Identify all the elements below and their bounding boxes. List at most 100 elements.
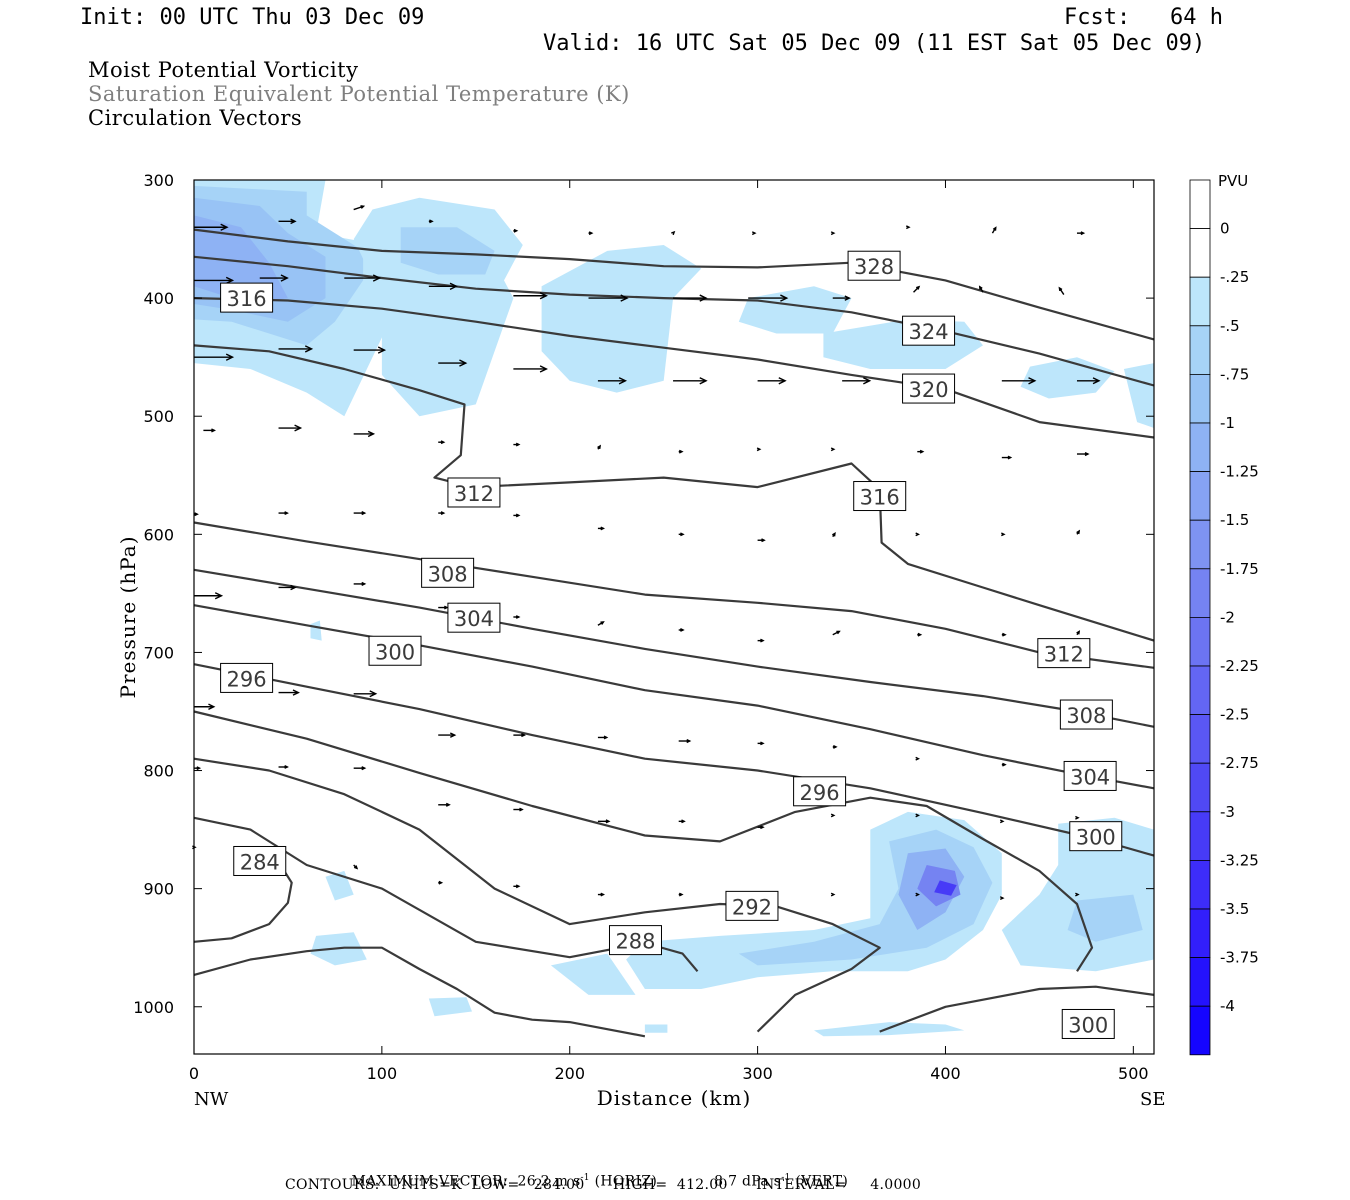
colorbar-box-1 [1189, 228, 1211, 278]
vector-15 [428, 282, 458, 290]
svg-text:312: 312 [1044, 643, 1084, 667]
vector-87 [438, 802, 451, 807]
vector-86 [353, 766, 367, 771]
vector-78 [678, 738, 692, 744]
svg-text:300: 300 [1076, 826, 1116, 850]
contour-label-layer: 316 328 324 320 312 316 308 304 300 296 312 308 304 2… [220, 250, 1123, 1039]
vector-52 [513, 513, 521, 518]
vector-4 [513, 228, 519, 233]
vector-55 [757, 538, 766, 543]
colorbar-label-2: -.5 [1220, 317, 1240, 335]
vector-101 [597, 892, 606, 897]
contour-label-4: 312 [447, 477, 501, 508]
vector-73 [278, 689, 300, 696]
vector-34 [1001, 377, 1037, 385]
vector-53 [597, 526, 606, 531]
contour-324-1 [193, 255, 1155, 387]
vector-91 [757, 825, 765, 830]
colorbar-box-9 [1189, 617, 1211, 667]
vector-80 [832, 744, 838, 749]
contour-320-2 [193, 297, 1155, 439]
vector-106 [999, 896, 1005, 901]
contour-label-17: 288 [608, 925, 662, 956]
vector-68 [832, 630, 841, 636]
theta-e-contour-layer [193, 228, 1155, 1038]
vector-74 [353, 690, 378, 698]
vector-46 [1001, 455, 1013, 460]
vector-23 [1058, 286, 1065, 295]
colorbar-label-8: -2 [1220, 608, 1235, 626]
vector-95 [1075, 815, 1080, 820]
contour-312-4 [193, 521, 1155, 669]
contour-label-2: 324 [902, 315, 956, 346]
colorbar-box-15 [1189, 908, 1211, 958]
vector-67 [757, 638, 765, 643]
contour-300-12 [879, 985, 1155, 1033]
vector-104 [830, 892, 836, 897]
vector-8 [830, 231, 836, 236]
colorbar-box-6 [1189, 471, 1211, 521]
svg-text:304: 304 [454, 607, 494, 631]
vert-vector-value: 8.7 dPa s [714, 1173, 782, 1190]
vector-102 [678, 892, 684, 897]
vector-45 [917, 449, 925, 454]
colorbar-label-7: -1.75 [1220, 560, 1259, 578]
horiz-unit: (HORIZ) [594, 1173, 658, 1190]
colorbar-label-4: -1 [1220, 414, 1235, 432]
vector-75 [438, 732, 457, 738]
vector-16 [513, 292, 548, 300]
vector-66 [678, 628, 685, 632]
colorbar-box-11 [1189, 714, 1211, 764]
vector-10 [991, 226, 997, 234]
vector-69 [917, 632, 923, 637]
pv-shade-3 [194, 215, 288, 304]
x-tick-label-300: 300 [742, 1064, 773, 1083]
svg-text:320: 320 [909, 378, 949, 402]
vector-77 [597, 735, 609, 740]
pv-shade-6 [541, 245, 702, 393]
vector-30 [673, 377, 708, 385]
vector-25 [278, 345, 314, 353]
contour-label-6: 308 [421, 557, 475, 588]
plot-frame [193, 179, 1155, 1055]
vector-28 [513, 365, 548, 373]
pv-shade-21 [310, 620, 322, 641]
contour-304-6 [193, 604, 1155, 790]
vector-27 [438, 359, 468, 367]
colorbar-box-16 [1189, 957, 1211, 1007]
svg-text:312: 312 [454, 482, 494, 506]
vector-60 [194, 592, 224, 600]
svg-text:328: 328 [854, 255, 894, 279]
colorbar-label-15: -3.75 [1220, 949, 1259, 967]
x-end-label-right: SE [1140, 1089, 1165, 1110]
vector-43 [756, 447, 762, 452]
contour-label-0: 316 [220, 282, 274, 313]
colorbar-label-3: -.75 [1220, 365, 1249, 383]
forecast-hour: Fcst: 64 h [1064, 5, 1223, 30]
contour-label-5: 316 [853, 481, 907, 512]
horiz-vector-value: 26.2 m s [517, 1173, 581, 1190]
colorbar-box-7 [1189, 519, 1211, 570]
colorbar-box-2 [1189, 276, 1211, 327]
colorbar-label-12: -3 [1220, 803, 1235, 821]
title-line-2: Saturation Equivalent Potential Temperat… [88, 82, 630, 106]
vector-1 [278, 218, 297, 225]
vector-5 [588, 231, 594, 236]
colorbar-box-12 [1189, 762, 1211, 813]
colorbar-label-0: 0 [1220, 220, 1230, 238]
vector-3 [428, 219, 434, 224]
colorbar-label-9: -2.25 [1220, 657, 1259, 675]
colorbar-label-6: -1.5 [1220, 511, 1249, 529]
contour-label-8: 300 [368, 635, 422, 666]
horiz-exponent: -1 [580, 1173, 590, 1183]
vector-24 [194, 353, 235, 361]
vector-93 [915, 813, 920, 818]
vector-39 [438, 440, 446, 445]
contour-316-3 [193, 344, 1155, 642]
colorbar-label-14: -3.5 [1220, 900, 1249, 918]
contour-label-3: 320 [902, 373, 956, 404]
y-tick-label-800: 800 [143, 762, 174, 781]
vector-89 [597, 819, 611, 824]
vector-29 [597, 377, 628, 385]
vector-81 [915, 756, 920, 761]
